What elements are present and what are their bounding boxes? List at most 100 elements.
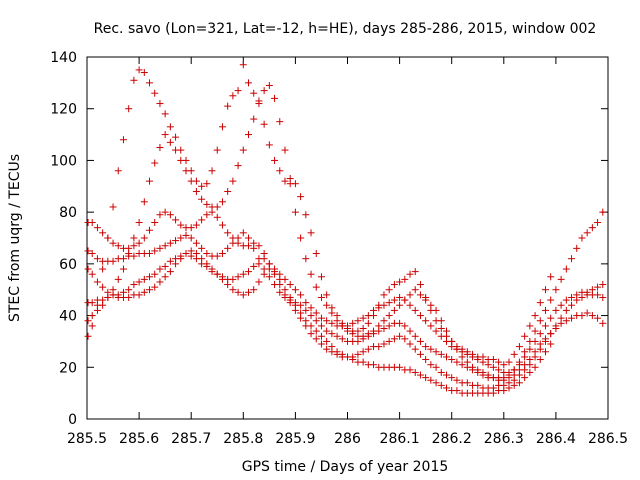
x-tick-label: 286 — [334, 431, 361, 447]
data-point — [166, 138, 174, 146]
data-point — [411, 332, 419, 340]
data-point — [500, 374, 508, 382]
data-point — [583, 309, 591, 317]
data-point — [599, 208, 607, 216]
data-point — [385, 322, 393, 330]
data-point — [364, 330, 372, 338]
data-point — [119, 255, 127, 263]
data-point — [312, 309, 320, 317]
data-point — [385, 337, 393, 345]
data-point — [396, 319, 404, 327]
data-point — [114, 275, 122, 283]
data-point — [192, 239, 200, 247]
data-point — [547, 273, 555, 281]
data-point — [406, 366, 414, 374]
data-point — [146, 79, 154, 87]
data-point — [234, 162, 242, 170]
data-point — [380, 291, 388, 299]
data-point — [505, 358, 513, 366]
data-point — [562, 296, 570, 304]
data-point — [245, 234, 253, 242]
data-point — [317, 293, 325, 301]
data-point — [99, 283, 107, 291]
data-point — [203, 180, 211, 188]
data-point — [161, 110, 169, 118]
data-point — [140, 198, 148, 206]
data-point — [177, 234, 185, 242]
data-point — [312, 335, 320, 343]
data-point — [588, 312, 596, 320]
x-axis-ticks: 285.5 285.6 285.7 285.8 285.9 286 286.1 286.2 28… — [67, 57, 628, 447]
data-point — [317, 340, 325, 348]
data-point — [203, 200, 211, 208]
data-point — [312, 327, 320, 335]
data-point — [416, 281, 424, 289]
data-point — [552, 286, 560, 294]
data-point — [218, 275, 226, 283]
data-point — [130, 252, 138, 260]
data-point — [380, 325, 388, 332]
data-point — [291, 180, 299, 188]
data-point — [328, 330, 336, 338]
x-tick-label: 286.5 — [588, 431, 628, 447]
data-point — [526, 337, 534, 345]
data-point — [568, 301, 576, 309]
data-point — [406, 270, 414, 278]
data-point — [547, 340, 555, 348]
data-point — [198, 182, 206, 190]
data-point — [432, 348, 440, 356]
data-point — [380, 317, 388, 325]
data-point — [323, 345, 331, 353]
data-point — [166, 211, 174, 219]
data-point — [594, 218, 602, 226]
data-point — [396, 301, 404, 309]
data-point — [599, 281, 607, 289]
data-point — [250, 262, 258, 270]
data-point — [453, 358, 461, 366]
data-point — [437, 368, 445, 376]
data-point — [229, 234, 237, 242]
data-point — [328, 304, 336, 312]
data-point — [88, 312, 96, 320]
data-point — [297, 291, 305, 299]
data-point — [218, 198, 226, 206]
data-point — [385, 286, 393, 294]
data-point — [125, 293, 133, 301]
data-point — [130, 281, 138, 289]
data-point — [93, 301, 101, 309]
data-point — [198, 255, 206, 263]
data-point — [172, 216, 180, 224]
data-point — [166, 123, 174, 131]
data-point — [99, 229, 107, 237]
data-point — [526, 345, 534, 353]
data-point — [510, 366, 518, 374]
data-point — [146, 226, 154, 234]
data-point — [484, 371, 492, 379]
data-point — [536, 340, 544, 348]
data-point — [99, 265, 107, 273]
data-point — [88, 218, 96, 226]
data-point — [349, 353, 357, 361]
data-point — [229, 275, 237, 283]
data-point — [359, 348, 367, 356]
data-point — [125, 105, 133, 113]
data-point — [416, 350, 424, 358]
data-point — [495, 358, 503, 366]
data-point — [297, 314, 305, 322]
data-point — [588, 224, 596, 232]
data-point — [515, 379, 523, 387]
data-point — [245, 268, 253, 276]
x-tick-label: 286.1 — [380, 431, 420, 447]
data-point — [453, 376, 461, 384]
data-point — [344, 325, 351, 332]
data-point — [224, 244, 232, 252]
data-point — [489, 384, 497, 392]
y-axis-ticks: 0 20 40 60 80 100 120 140 — [50, 50, 608, 428]
data-point — [151, 218, 159, 226]
data-point — [276, 118, 284, 126]
data-point — [442, 332, 450, 340]
data-point — [515, 343, 523, 351]
data-point — [317, 314, 325, 322]
data-point — [130, 242, 138, 250]
data-point — [84, 332, 92, 340]
